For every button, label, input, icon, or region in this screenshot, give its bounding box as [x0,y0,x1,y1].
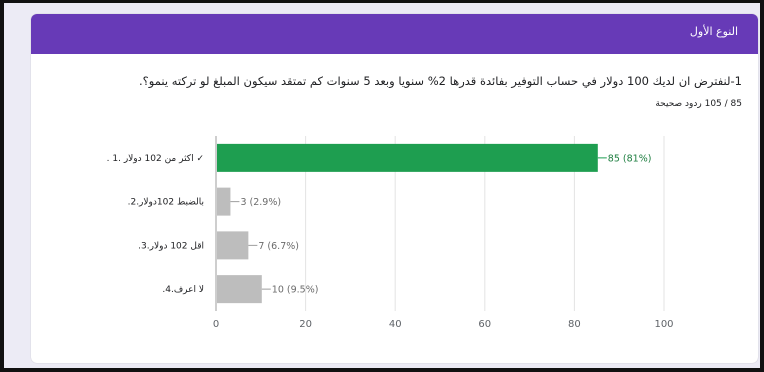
x-tick-label: 40 [389,319,402,330]
correct-responses-count: 85 / 105 ردود صحيحة [655,99,742,109]
x-tick-label: 0 [213,319,219,330]
bar [217,231,249,260]
question-card: النوع الأول 1-لنفترض ان لديك 100 دولار ف… [31,14,758,363]
category-label: .بالضبط 102دولار.2 [128,198,204,208]
section-header: النوع الأول [31,14,758,54]
question-text: 1-لنفترض ان لديك 100 دولار في حساب التوف… [139,74,742,88]
data-label: 3 (2.9%) [240,197,281,208]
category-label: . اكثر من 102 دولار .1 ✓ [107,154,204,164]
bar [217,275,262,304]
results-bar-chart: 0 20 40 60 80 100 . اكثر من 102 دولار .1 ✓ 85 (… [107,136,674,330]
x-tick-label: 20 [299,319,312,330]
x-tick-label: 80 [568,319,581,330]
x-tick-label: 60 [478,319,491,330]
x-tick-label: 100 [654,319,673,330]
data-label: 85 (81%) [608,153,652,164]
category-label: .اقل 102 دولار.3 [138,241,204,251]
bar [217,187,231,216]
section-title: النوع الأول [689,25,738,38]
bar [217,143,598,172]
data-label: 7 (6.7%) [258,241,299,252]
category-label: .لا اعرف.4 [162,285,204,295]
data-label: 10 (9.5%) [272,285,319,296]
